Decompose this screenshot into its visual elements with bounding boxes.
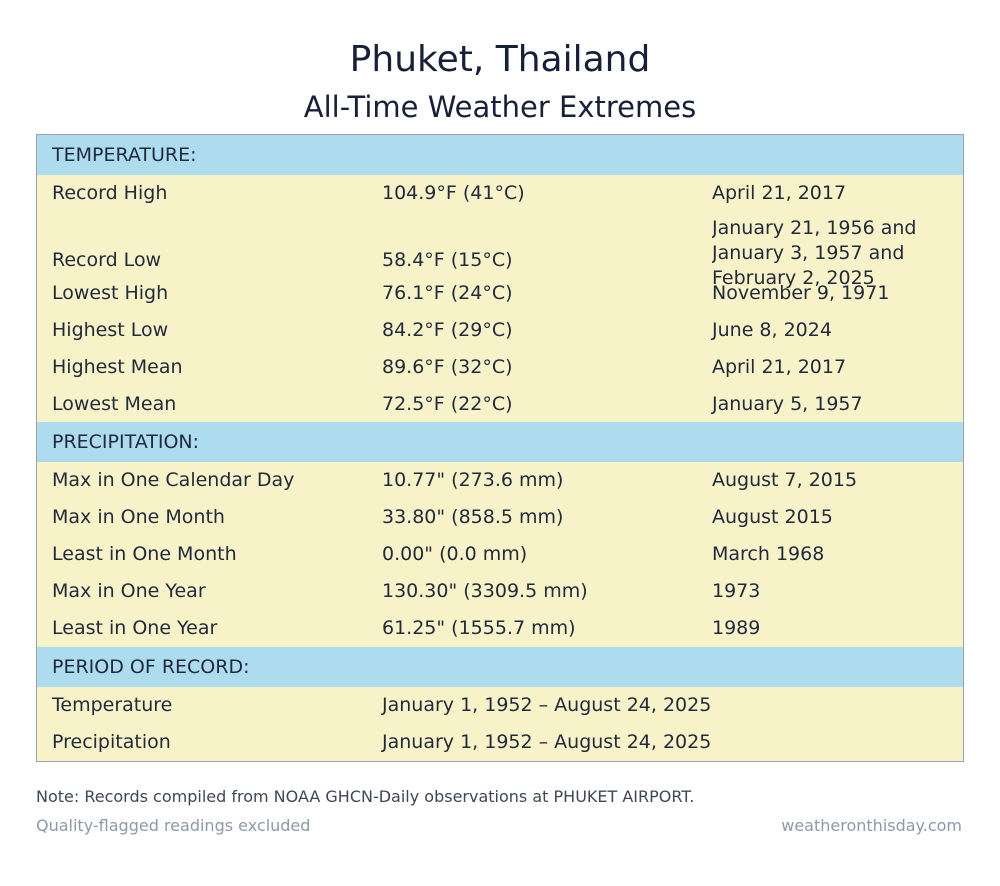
row-label: Lowest Mean bbox=[52, 393, 177, 415]
section-header-period: PERIOD OF RECORD: bbox=[37, 647, 963, 687]
row-value: 130.30" (3309.5 mm) bbox=[382, 580, 588, 602]
quality-note: Quality-flagged readings excluded bbox=[36, 816, 311, 835]
row-label: Record High bbox=[52, 182, 168, 204]
table-row: Record High 104.9°F (41°C) April 21, 201… bbox=[37, 175, 963, 212]
table-row: Highest Mean 89.6°F (32°C) April 21, 201… bbox=[37, 349, 963, 386]
table-row: Least in One Year 61.25" (1555.7 mm) 198… bbox=[37, 610, 963, 647]
row-label: Precipitation bbox=[52, 731, 171, 753]
row-date: April 21, 2017 bbox=[712, 182, 847, 204]
row-label: Max in One Month bbox=[52, 506, 225, 528]
row-date: April 21, 2017 bbox=[712, 356, 847, 378]
row-date: January 5, 1957 bbox=[712, 393, 863, 415]
row-label: Max in One Year bbox=[52, 580, 206, 602]
row-value: 0.00" (0.0 mm) bbox=[382, 543, 528, 565]
row-date: March 1968 bbox=[712, 543, 825, 565]
row-date: 1973 bbox=[712, 580, 761, 602]
table-row: Precipitation January 1, 1952 – August 2… bbox=[37, 724, 963, 761]
row-value: 104.9°F (41°C) bbox=[382, 182, 525, 204]
row-value: 61.25" (1555.7 mm) bbox=[382, 617, 576, 639]
row-value: 72.5°F (22°C) bbox=[382, 393, 513, 415]
table-row: Highest Low 84.2°F (29°C) June 8, 2024 bbox=[37, 312, 963, 349]
row-label: Lowest High bbox=[52, 282, 169, 304]
table-row: Record Low 58.4°F (15°C) January 21, 195… bbox=[37, 212, 963, 308]
row-label: Temperature bbox=[52, 694, 173, 716]
row-value: 76.1°F (24°C) bbox=[382, 282, 513, 304]
page-title: Phuket, Thailand bbox=[349, 39, 651, 80]
site-credit: weatheronthisday.com bbox=[781, 816, 962, 835]
section-header-precipitation: PRECIPITATION: bbox=[37, 422, 963, 462]
table-row: Temperature January 1, 1952 – August 24,… bbox=[37, 687, 963, 724]
section-header-temperature: TEMPERATURE: bbox=[37, 135, 963, 175]
page-subtitle: All-Time Weather Extremes bbox=[303, 90, 697, 124]
row-value: 84.2°F (29°C) bbox=[382, 319, 513, 341]
extremes-table: TEMPERATURE: Record High 104.9°F (41°C) … bbox=[36, 134, 964, 762]
row-date: January 21, 1956 and January 3, 1957 and… bbox=[712, 217, 917, 289]
row-value: January 1, 1952 – August 24, 2025 bbox=[382, 731, 712, 753]
row-value: 58.4°F (15°C) bbox=[382, 249, 513, 271]
row-date: August 7, 2015 bbox=[712, 469, 858, 491]
table-row: Max in One Year 130.30" (3309.5 mm) 1973 bbox=[37, 573, 963, 610]
table-row: Lowest Mean 72.5°F (22°C) January 5, 195… bbox=[37, 386, 963, 423]
footnote: Note: Records compiled from NOAA GHCN-Da… bbox=[36, 787, 695, 806]
row-date: November 9, 1971 bbox=[712, 282, 890, 304]
table-row: Least in One Month 0.00" (0.0 mm) March … bbox=[37, 536, 963, 573]
row-label: Record Low bbox=[52, 249, 162, 271]
table-row: Max in One Calendar Day 10.77" (273.6 mm… bbox=[37, 462, 963, 499]
row-label: Least in One Year bbox=[52, 617, 218, 639]
row-label: Max in One Calendar Day bbox=[52, 469, 295, 491]
table-row: Lowest High 76.1°F (24°C) November 9, 19… bbox=[37, 275, 963, 312]
table-row: Max in One Month 33.80" (858.5 mm) Augus… bbox=[37, 499, 963, 536]
row-label: Highest Low bbox=[52, 319, 169, 341]
row-value: 10.77" (273.6 mm) bbox=[382, 469, 564, 491]
row-value: 89.6°F (32°C) bbox=[382, 356, 513, 378]
row-label: Least in One Month bbox=[52, 543, 237, 565]
row-value: January 1, 1952 – August 24, 2025 bbox=[382, 694, 712, 716]
row-value: 33.80" (858.5 mm) bbox=[382, 506, 564, 528]
row-date: August 2015 bbox=[712, 506, 833, 528]
row-date: June 8, 2024 bbox=[712, 319, 832, 341]
row-label: Highest Mean bbox=[52, 356, 183, 378]
row-date: 1989 bbox=[712, 617, 761, 639]
